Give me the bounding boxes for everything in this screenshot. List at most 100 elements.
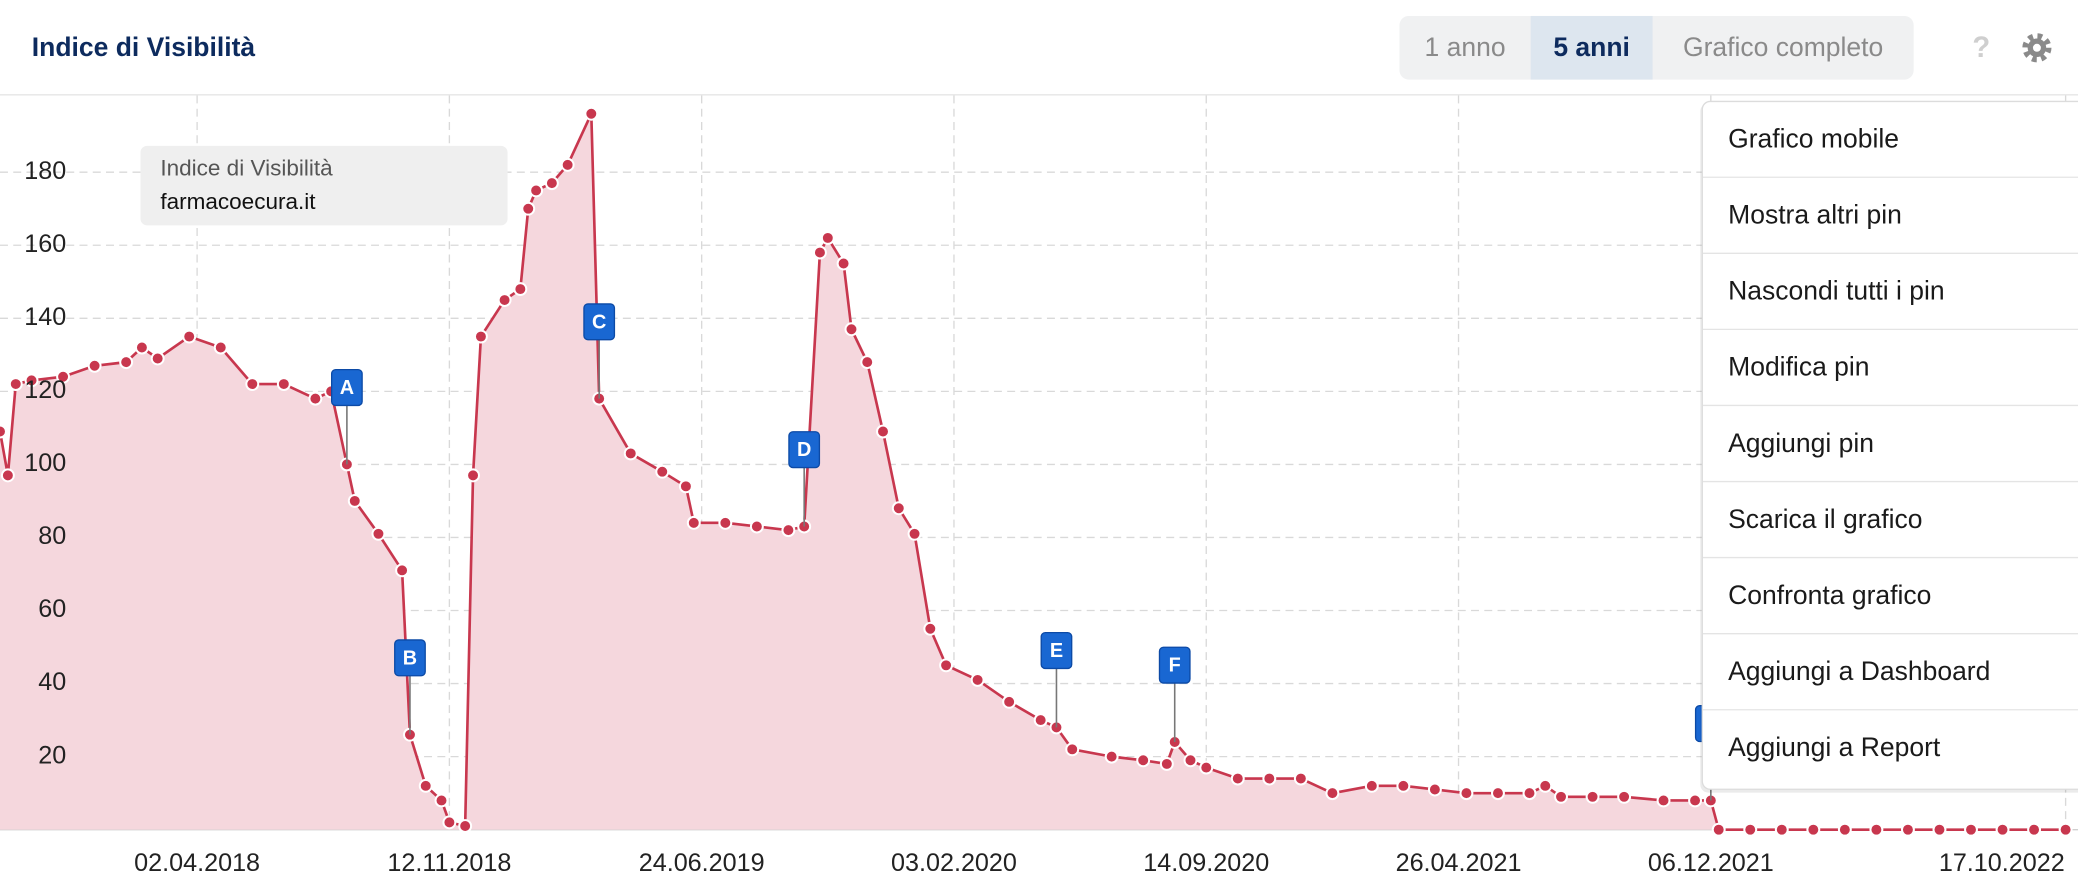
menu-item[interactable]: Aggiungi a Report bbox=[1728, 732, 1941, 762]
data-point bbox=[1262, 771, 1277, 786]
menu-item[interactable]: Aggiungi a Dashboard bbox=[1728, 656, 1990, 686]
pin[interactable] bbox=[583, 303, 616, 341]
data-point bbox=[1995, 822, 2010, 837]
menu-item[interactable]: Confronta grafico bbox=[1728, 580, 1931, 610]
data-point bbox=[686, 515, 701, 530]
menu-item[interactable]: Mostra altri pin bbox=[1728, 200, 1902, 230]
range-button-active[interactable] bbox=[1530, 15, 1653, 80]
data-point bbox=[907, 526, 922, 541]
legend-box bbox=[140, 145, 508, 226]
y-tick-label: 140 bbox=[24, 303, 66, 331]
legend-entry: farmacoecura.it bbox=[160, 189, 316, 214]
data-point bbox=[678, 479, 693, 494]
pin-label: B bbox=[403, 647, 417, 669]
data-point bbox=[308, 391, 323, 406]
data-point bbox=[1065, 742, 1080, 757]
context-menu: Grafico mobile Mostra altri pin Nascondi t… bbox=[1700, 100, 2078, 793]
data-point bbox=[1199, 760, 1214, 775]
data-point bbox=[718, 515, 733, 530]
data-point bbox=[1585, 789, 1600, 804]
widget-title: Indice di Visibilità bbox=[32, 32, 256, 62]
y-tick-label: 20 bbox=[38, 741, 66, 769]
pin[interactable] bbox=[788, 431, 821, 469]
x-tick-label: 06.12.2021 bbox=[1648, 849, 1774, 877]
menu-item[interactable]: Scarica il grafico bbox=[1728, 504, 1922, 534]
data-point bbox=[584, 106, 599, 121]
data-point bbox=[371, 526, 386, 541]
pin[interactable] bbox=[1158, 646, 1191, 684]
data-point bbox=[1230, 771, 1245, 786]
data-point bbox=[1869, 822, 1884, 837]
pin[interactable] bbox=[1040, 631, 1073, 670]
data-point bbox=[513, 282, 528, 297]
data-point bbox=[1002, 694, 1017, 709]
data-point bbox=[347, 493, 362, 508]
data-point bbox=[1325, 786, 1340, 801]
data-point bbox=[434, 793, 449, 808]
data-point bbox=[1900, 822, 1915, 837]
settings-icon[interactable] bbox=[2022, 33, 2052, 63]
range-button[interactable]: 5 anni bbox=[1553, 32, 1630, 62]
pin[interactable] bbox=[330, 368, 363, 407]
pin-label: E bbox=[1050, 640, 1063, 662]
data-point bbox=[213, 340, 228, 355]
data-point bbox=[1806, 822, 1821, 837]
pin[interactable] bbox=[394, 639, 426, 677]
data-point bbox=[1538, 778, 1553, 793]
data-point bbox=[1033, 713, 1048, 728]
data-point bbox=[820, 230, 835, 245]
data-point bbox=[836, 256, 851, 271]
data-point bbox=[0, 468, 15, 483]
data-point bbox=[466, 468, 480, 483]
data-point bbox=[182, 329, 197, 344]
data-point bbox=[781, 523, 796, 538]
y-tick-label: 100 bbox=[24, 449, 66, 477]
data-point bbox=[1396, 778, 1411, 793]
x-tick-label: 26.04.2021 bbox=[1396, 849, 1522, 877]
menu-item[interactable]: Nascondi tutti i pin bbox=[1728, 276, 1945, 306]
data-point bbox=[497, 293, 512, 307]
menu-panel bbox=[1701, 100, 2078, 790]
range-button[interactable]: 1 anno bbox=[1425, 32, 1506, 62]
menu-item[interactable]: Modifica pin bbox=[1728, 352, 1869, 382]
data-point bbox=[529, 183, 544, 198]
x-tick-label: 24.06.2019 bbox=[639, 849, 765, 877]
data-point bbox=[1711, 822, 1726, 837]
y-tick-label: 80 bbox=[38, 522, 66, 550]
data-point bbox=[1617, 789, 1632, 804]
data-point bbox=[24, 373, 39, 388]
data-point bbox=[442, 815, 457, 830]
legend-title: Indice di Visibilità bbox=[160, 156, 333, 181]
x-tick-label: 17.10.2022 bbox=[1939, 849, 2065, 877]
data-point bbox=[1459, 786, 1474, 801]
data-point bbox=[623, 446, 638, 461]
y-tick-label: 180 bbox=[24, 157, 66, 185]
data-point bbox=[1656, 793, 1671, 808]
data-point bbox=[1522, 786, 1537, 801]
data-point bbox=[544, 176, 559, 191]
help-icon[interactable]: ? bbox=[1972, 32, 1990, 64]
data-point bbox=[1743, 822, 1758, 837]
data-point bbox=[1964, 822, 1978, 837]
range-button[interactable]: Grafico completo bbox=[1683, 32, 1883, 62]
x-tick-label: 03.02.2020 bbox=[891, 849, 1017, 877]
y-tick-label: 60 bbox=[38, 595, 66, 623]
data-point bbox=[521, 201, 536, 216]
data-point bbox=[8, 377, 23, 392]
data-point bbox=[970, 672, 985, 687]
data-point bbox=[1427, 782, 1442, 797]
data-point bbox=[923, 621, 938, 636]
menu-item[interactable]: Grafico mobile bbox=[1728, 124, 1899, 154]
data-point bbox=[1491, 786, 1505, 801]
data-point bbox=[56, 369, 71, 384]
plot: 20 40 60 80 100 120 140 160 180 02.04.2018 12.11.2… bbox=[0, 95, 2078, 877]
header: Indice di Visibilità ? 1 anno 5 anni Grafi… bbox=[0, 15, 2078, 96]
data-point bbox=[1774, 822, 1789, 837]
menu-item[interactable]: Aggiungi pin bbox=[1728, 428, 1874, 458]
data-point bbox=[844, 322, 859, 337]
pin-label: C bbox=[592, 311, 606, 333]
data-point bbox=[119, 355, 134, 370]
data-point bbox=[1837, 822, 1852, 837]
